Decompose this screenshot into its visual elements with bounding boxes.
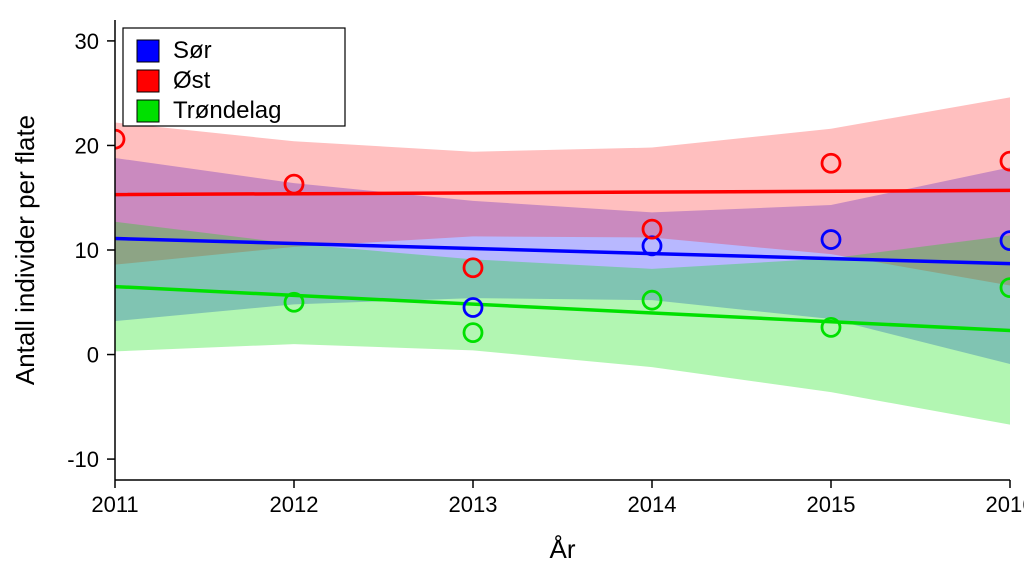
y-tick-label: 20 xyxy=(75,133,99,158)
x-tick-label: 2014 xyxy=(628,492,677,517)
y-tick-label: 0 xyxy=(87,343,99,368)
y-tick-label: 10 xyxy=(75,238,99,263)
x-tick-label: 2016 xyxy=(986,492,1024,517)
chart-container: 2011 2012 2013 2014 2015 2016 -10 0 10 20 30 År Anta… xyxy=(0,0,1024,582)
x-tick-label: 2013 xyxy=(449,492,498,517)
legend-label: Øst xyxy=(173,67,211,94)
legend-label: Trøndelag xyxy=(173,97,282,124)
x-tick-label: 2012 xyxy=(270,492,319,517)
legend-label: Sør xyxy=(173,37,212,64)
y-tick-label: -10 xyxy=(67,447,99,472)
legend-swatch xyxy=(137,40,159,62)
y-tick-label: 30 xyxy=(75,29,99,54)
x-tick-label: 2015 xyxy=(807,492,856,517)
x-tick-label: 2011 xyxy=(91,492,138,517)
legend-swatch xyxy=(137,70,159,92)
x-axis-title: År xyxy=(550,534,576,564)
regression-chart: 2011 2012 2013 2014 2015 2016 -10 0 10 20 30 År Anta… xyxy=(0,0,1024,582)
y-axis-title: Antall individer per flate xyxy=(10,115,40,385)
legend-swatch xyxy=(137,100,159,122)
